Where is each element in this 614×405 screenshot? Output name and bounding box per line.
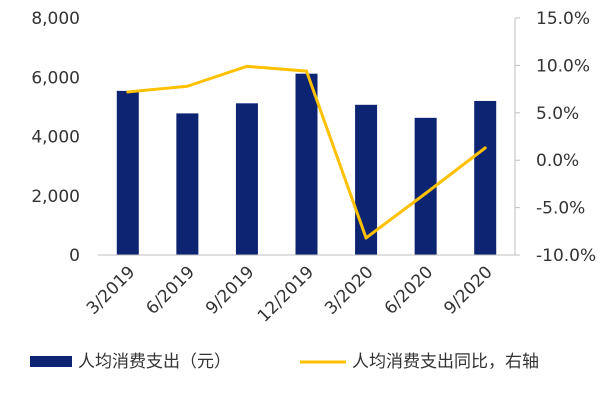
line-point-9/2020 [483, 146, 487, 150]
bar-3/2020 [355, 104, 378, 256]
left-axis-tick-label: 2,000 [31, 187, 80, 207]
category-label: 3/2020 [321, 262, 377, 318]
category-label: 9/2019 [202, 262, 258, 318]
category-label: 3/2019 [83, 262, 139, 318]
axes [98, 17, 520, 256]
legend: 人均消费支出（元） 人均消费支出同比，右轴 [30, 352, 539, 372]
legend-bar-label: 人均消费支出（元） [78, 352, 231, 372]
left-axis-tick-label: 0 [69, 246, 80, 266]
legend-line-label: 人均消费支出同比，右轴 [352, 352, 539, 372]
category-label: 6/2019 [142, 262, 198, 318]
line-point-9/2019 [245, 64, 249, 68]
right-axis-tick-label: -10.0% [536, 246, 596, 266]
category-label: 9/2020 [440, 262, 496, 318]
legend-bar-swatch [30, 356, 72, 367]
left-axis-tick-label: 4,000 [31, 128, 80, 148]
bar-9/2019 [235, 103, 258, 255]
bar-3/2019 [116, 90, 139, 255]
bar-series [116, 73, 497, 256]
line-point-6/2020 [424, 191, 428, 195]
left-axis-tick-label: 6,000 [31, 68, 80, 88]
right-axis-tick-label: -5.0% [536, 199, 585, 219]
line-point-12/2019 [305, 69, 308, 73]
bar-6/2019 [176, 113, 199, 255]
right-axis-tick-label: 0.0% [536, 151, 579, 171]
line-point-3/2019 [126, 90, 130, 94]
line-point-3/2020 [364, 236, 368, 240]
bar-9/2020 [474, 100, 497, 255]
left-axis-tick-label: 8,000 [31, 9, 80, 29]
category-label: 6/2020 [381, 262, 437, 318]
category-label: 12/2019 [254, 262, 318, 326]
line-series [126, 64, 487, 240]
right-axis-tick-label: 10.0% [536, 56, 590, 76]
right-axis-tick-label: 15.0% [536, 9, 590, 29]
right-axis-tick-label: 5.0% [536, 104, 579, 124]
bar-6/2020 [414, 117, 437, 256]
line-point-6/2019 [185, 84, 189, 88]
bar-12/2019 [295, 73, 318, 255]
